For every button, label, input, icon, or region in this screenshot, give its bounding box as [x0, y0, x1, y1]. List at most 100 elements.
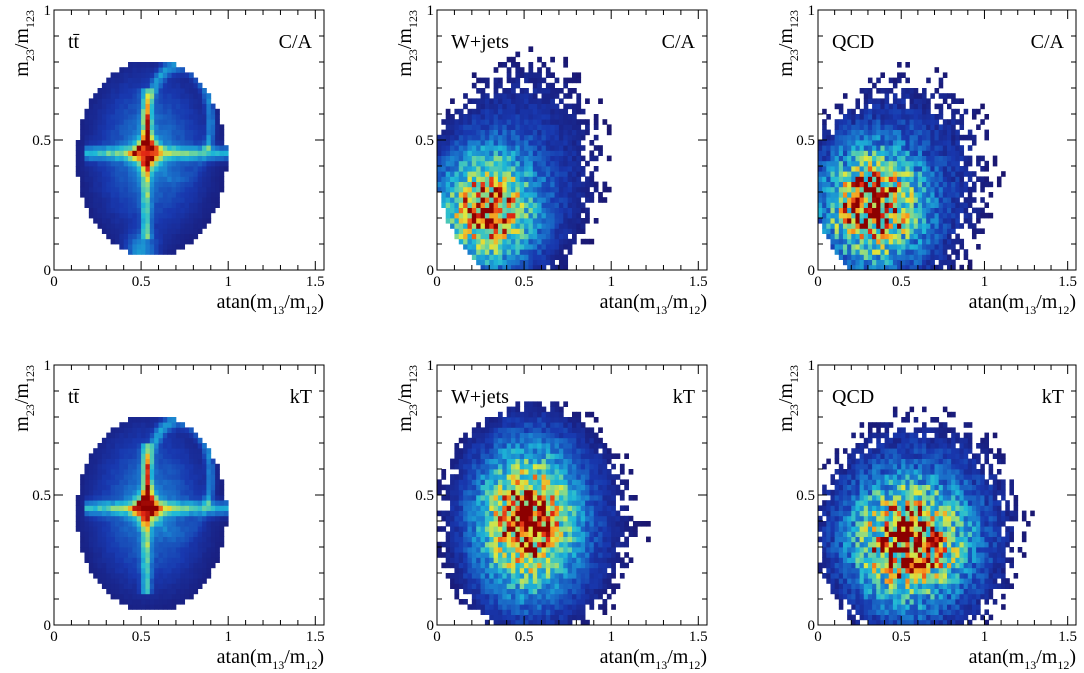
- heatmap-cell: [158, 150, 164, 156]
- heatmap-cell: [830, 181, 836, 188]
- heatmap-cell: [851, 140, 856, 146]
- heatmap-cell: [572, 134, 577, 141]
- heatmap-cell: [959, 150, 965, 156]
- heatmap-cell: [855, 238, 861, 245]
- heatmap-cell: [154, 510, 159, 517]
- heatmap-cell: [519, 218, 525, 224]
- heatmap-cell: [567, 140, 573, 146]
- heatmap-cell: [136, 124, 142, 130]
- heatmap-cell: [506, 98, 512, 104]
- heatmap-cell: [171, 583, 177, 589]
- heatmap-cell: [141, 479, 146, 485]
- heatmap-cell: [922, 212, 927, 219]
- heatmap-cell: [175, 155, 181, 162]
- heatmap-cell: [154, 207, 159, 214]
- heatmap-cell: [901, 212, 906, 219]
- heatmap-cell: [528, 264, 534, 271]
- heatmap-cell: [93, 114, 98, 120]
- heatmap-cell: [149, 427, 155, 433]
- heatmap-cell: [471, 134, 477, 141]
- heatmap-cell: [955, 254, 960, 260]
- heatmap-cell: [489, 181, 495, 188]
- heatmap-cell: [206, 562, 212, 569]
- heatmap-cell: [463, 114, 468, 120]
- heatmap-cell: [454, 192, 460, 198]
- heatmap-cell: [506, 166, 512, 172]
- heatmap-cell: [830, 150, 836, 156]
- heatmap-cell: [484, 186, 490, 193]
- heatmap-cell: [145, 249, 151, 255]
- heatmap-cell: [567, 129, 573, 136]
- heatmap-cell: [909, 228, 915, 234]
- heatmap-cell: [524, 166, 529, 172]
- heatmap-cell: [967, 134, 973, 141]
- heatmap-cell: [110, 181, 116, 188]
- heatmap-cell: [132, 599, 138, 605]
- heatmap-cell: [506, 244, 512, 250]
- heatmap-cell: [909, 181, 915, 188]
- heatmap-cell: [162, 593, 168, 600]
- heatmap-cell: [851, 160, 856, 167]
- heatmap-cell: [106, 233, 112, 240]
- heatmap-cell: [955, 145, 960, 151]
- heatmap-cell: [567, 181, 573, 188]
- heatmap-cell: [576, 171, 582, 177]
- heatmap-cell: [219, 166, 225, 172]
- heatmap-cell: [980, 166, 985, 172]
- heatmap-cell: [480, 108, 486, 115]
- heatmap-cell: [938, 129, 944, 136]
- heatmap-cell: [132, 93, 138, 99]
- heatmap-cell: [167, 134, 172, 141]
- heatmap-cell: [88, 495, 94, 501]
- heatmap-cell: [963, 249, 969, 255]
- heatmap-cell: [154, 562, 159, 569]
- heatmap-cell: [489, 145, 495, 151]
- heatmap-cell: [123, 474, 129, 480]
- heatmap-cell: [80, 124, 85, 130]
- heatmap-cell: [88, 119, 94, 125]
- heatmap-cell: [880, 155, 885, 162]
- heatmap-cell: [141, 515, 146, 522]
- heatmap-cell: [180, 202, 186, 208]
- heatmap-cell: [480, 129, 486, 136]
- heatmap-cell: [184, 160, 190, 167]
- heatmap-cell: [175, 489, 181, 496]
- heatmap-cell: [511, 218, 516, 224]
- heatmap-cell: [922, 192, 927, 198]
- heatmap-cell: [528, 186, 534, 193]
- heatmap-cell: [867, 77, 873, 84]
- heatmap-cell: [202, 212, 207, 219]
- heatmap-cell: [136, 155, 142, 162]
- heatmap-cell: [154, 98, 159, 104]
- heatmap-cell: [463, 562, 468, 569]
- heatmap-cell: [506, 207, 512, 214]
- heatmap-cell: [180, 552, 186, 558]
- heatmap-cell: [515, 72, 521, 78]
- heatmap-cell: [141, 422, 146, 428]
- heatmap-cell: [838, 145, 844, 151]
- heatmap-cell: [917, 93, 923, 99]
- heatmap-cell: [984, 134, 990, 141]
- heatmap-cell: [110, 552, 116, 558]
- heatmap-cell: [445, 489, 451, 496]
- heatmap-cell: [913, 124, 919, 130]
- heatmap-cell: [162, 443, 168, 449]
- heatmap-cell: [210, 140, 216, 146]
- heatmap-cell: [489, 176, 495, 182]
- heatmap-cell: [171, 479, 177, 485]
- heatmap-cell: [454, 166, 460, 172]
- heatmap-cell: [938, 160, 944, 167]
- heatmap-cell: [528, 62, 534, 68]
- heatmap-cell: [167, 98, 172, 104]
- heatmap-cell: [197, 88, 203, 94]
- heatmap-cell: [859, 140, 865, 146]
- heatmap-cell: [88, 181, 94, 188]
- heatmap-cell: [838, 192, 844, 198]
- heatmap-cell: [193, 432, 199, 439]
- heatmap-cell: [189, 567, 194, 574]
- heatmap-cell: [947, 166, 952, 172]
- heatmap-cell: [926, 254, 931, 260]
- heatmap-cell: [154, 521, 159, 527]
- heatmap-cell: [458, 212, 464, 219]
- heatmap-cell: [830, 192, 836, 198]
